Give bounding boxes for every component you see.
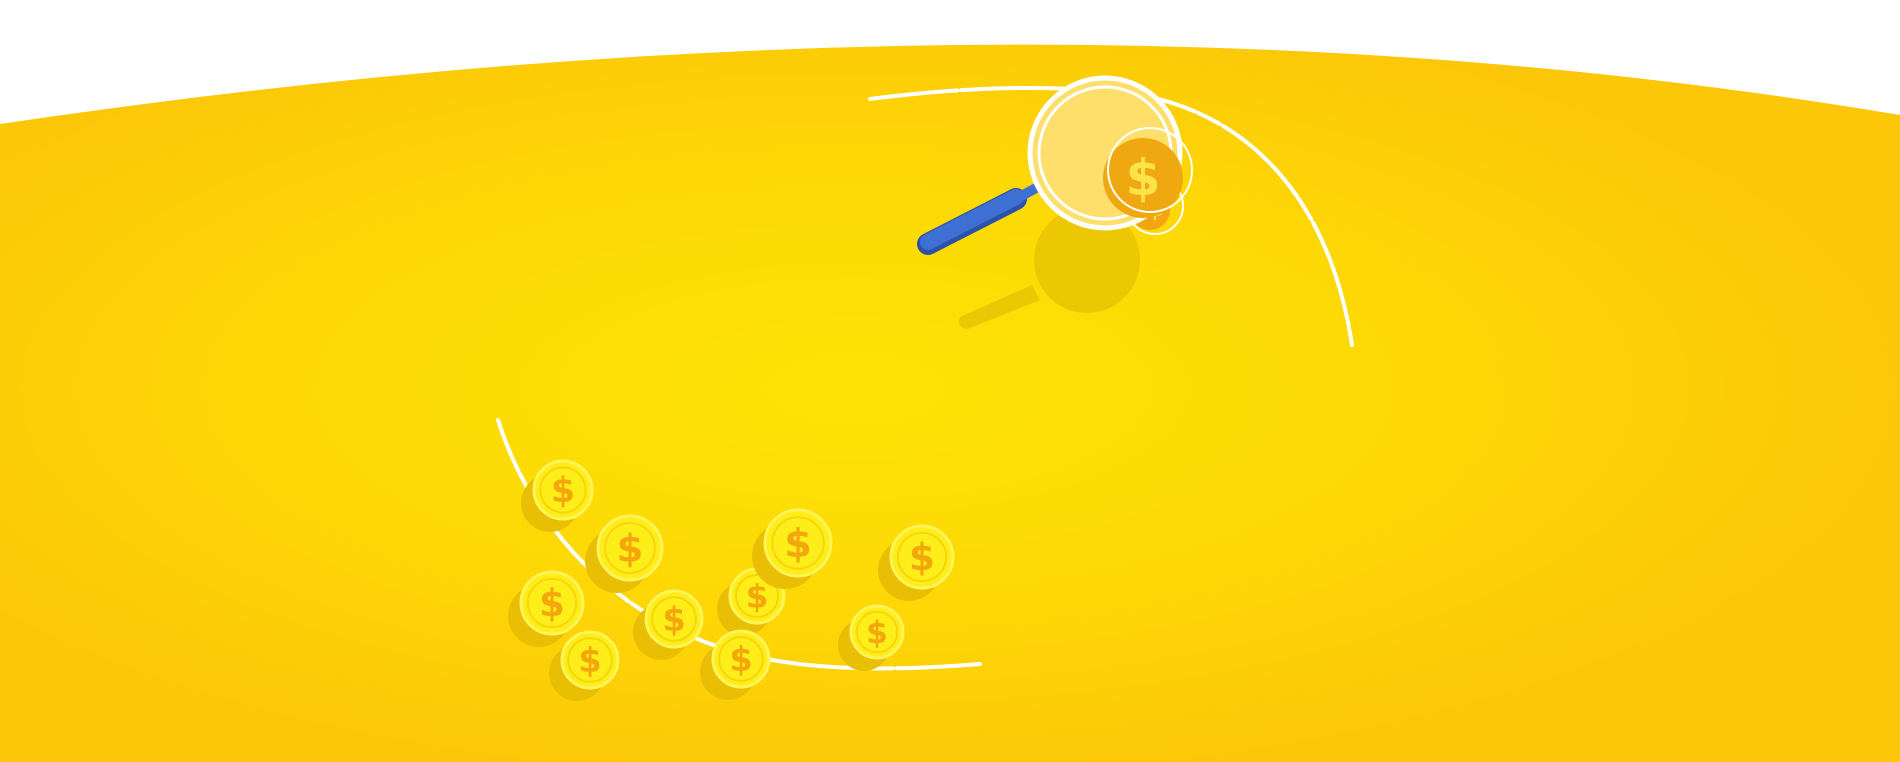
dollar-coin-icon: $ — [633, 589, 704, 660]
dollar-coin-icon: $ — [878, 524, 955, 601]
coin-inner-ring — [526, 577, 578, 629]
coin-inner-ring — [604, 522, 656, 574]
dollar-coin-icon: $ — [521, 459, 594, 532]
dollar-coin-icon: $ — [549, 630, 620, 701]
coin-dollar-symbol: $ — [578, 641, 601, 680]
coin-face — [711, 629, 771, 689]
coin-dollar-symbol: $ — [551, 471, 575, 511]
coin-dollar-symbol: $ — [866, 615, 888, 651]
coin-dollar-symbol: $ — [784, 521, 812, 567]
dollar-coin-icon: $ — [508, 570, 585, 647]
magnifying-glass-icon: $ $ — [917, 75, 1193, 329]
coin-pile: $ $ $ $ $ $ $ $ $ $ — [508, 459, 955, 701]
dollar-coin-icon: $ — [585, 514, 664, 593]
coin-face — [532, 459, 594, 521]
coin-face — [519, 570, 585, 636]
coin-dollar-symbol: $ — [909, 535, 935, 579]
coin-inner-ring — [734, 573, 780, 619]
coin-face — [849, 604, 905, 660]
coin-inner-ring — [771, 516, 825, 570]
coin-face — [596, 514, 664, 582]
dollar-coin-icon: $ — [700, 629, 771, 700]
dollar-coin-icon: $ — [752, 508, 833, 589]
coin-dollar-symbol: $ — [746, 577, 769, 615]
magnifier-lens-coin: $ — [1103, 127, 1193, 218]
coin-inner-ring — [539, 466, 587, 514]
coin-face — [763, 508, 833, 578]
magnifier-shadow — [958, 207, 1140, 329]
coin-dollar-symbol: $ — [662, 600, 685, 639]
coin-inner-ring — [567, 637, 613, 683]
coin-dollar-symbol: $ — [617, 526, 644, 571]
coin-dollar-symbol: $ — [539, 581, 565, 625]
coin-face — [889, 524, 955, 590]
coin-inner-ring — [718, 636, 764, 682]
yellow-arched-panel — [0, 44, 1900, 762]
magnifier-lens-coin-symbol: $ — [1126, 149, 1161, 207]
coin-dollar-symbol: $ — [729, 640, 752, 679]
dollar-coin-icon: $ — [838, 604, 905, 671]
coin-inner-ring — [896, 531, 948, 583]
magnifier-handle — [917, 183, 1039, 255]
coin-face — [560, 630, 620, 690]
coin-face — [644, 589, 704, 649]
coin-inner-ring — [651, 596, 697, 642]
dollar-coin-icon: $ — [717, 567, 786, 636]
coin-inner-ring — [855, 610, 899, 654]
